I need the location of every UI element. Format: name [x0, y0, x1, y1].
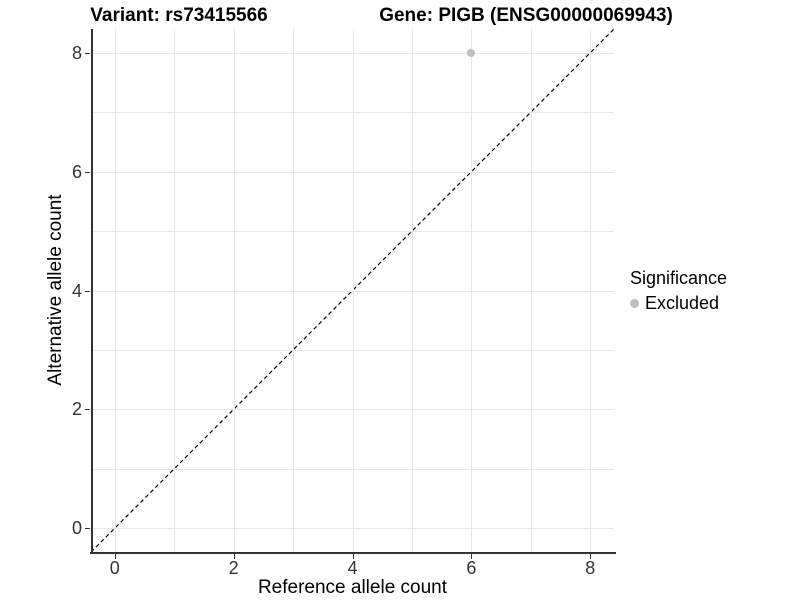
x-tick-label: 0 — [109, 558, 120, 578]
x-tick-label: 4 — [347, 558, 358, 578]
x-axis-title: Reference allele count — [257, 577, 448, 598]
variant-title: Variant: rs73415566 — [90, 5, 268, 26]
x-axis-line — [90, 552, 616, 554]
y-tick-label: 0 — [71, 518, 82, 539]
gridline-horizontal — [91, 231, 614, 233]
y-tick-mark — [85, 528, 90, 530]
gridline-horizontal — [91, 112, 614, 114]
legend-title: Significance — [630, 268, 728, 288]
y-tick-label: 4 — [71, 280, 82, 301]
x-tick-mark — [590, 554, 592, 559]
data-point — [467, 48, 476, 57]
y-tick-mark — [85, 52, 90, 54]
x-tick-mark — [352, 554, 354, 559]
gridline-horizontal — [91, 290, 614, 292]
y-axis-title: Alternative allele count — [45, 194, 66, 386]
excluded-dot-icon — [630, 299, 639, 308]
plot-panel — [91, 29, 614, 552]
y-tick-mark — [85, 409, 90, 411]
identity-line — [91, 29, 614, 552]
x-tick-mark — [471, 554, 473, 559]
y-tick-label: 8 — [71, 42, 82, 63]
x-tick-label: 6 — [466, 558, 477, 578]
x-tick-label: 2 — [228, 558, 239, 578]
y-tick-label: 6 — [71, 161, 82, 182]
gridline-horizontal — [91, 52, 614, 54]
x-tick-mark — [114, 554, 116, 559]
x-tick-mark — [233, 554, 235, 559]
gridline-horizontal — [91, 171, 614, 173]
gridline-vertical — [471, 29, 473, 552]
gridline-vertical — [411, 29, 413, 552]
y-axis-line — [91, 29, 93, 553]
gene-title: Gene: PIGB (ENSG00000069943) — [379, 5, 673, 26]
legend-item-label: Excluded — [645, 293, 720, 313]
y-tick-mark — [85, 171, 90, 173]
y-tick-label: 2 — [71, 399, 82, 420]
legend: Significance Excluded — [630, 268, 727, 314]
gridline-vertical — [590, 29, 592, 552]
gridline-vertical — [530, 29, 532, 552]
y-tick-mark — [85, 290, 90, 292]
x-tick-label: 8 — [585, 558, 596, 578]
legend-item-excluded: Excluded — [630, 293, 727, 314]
